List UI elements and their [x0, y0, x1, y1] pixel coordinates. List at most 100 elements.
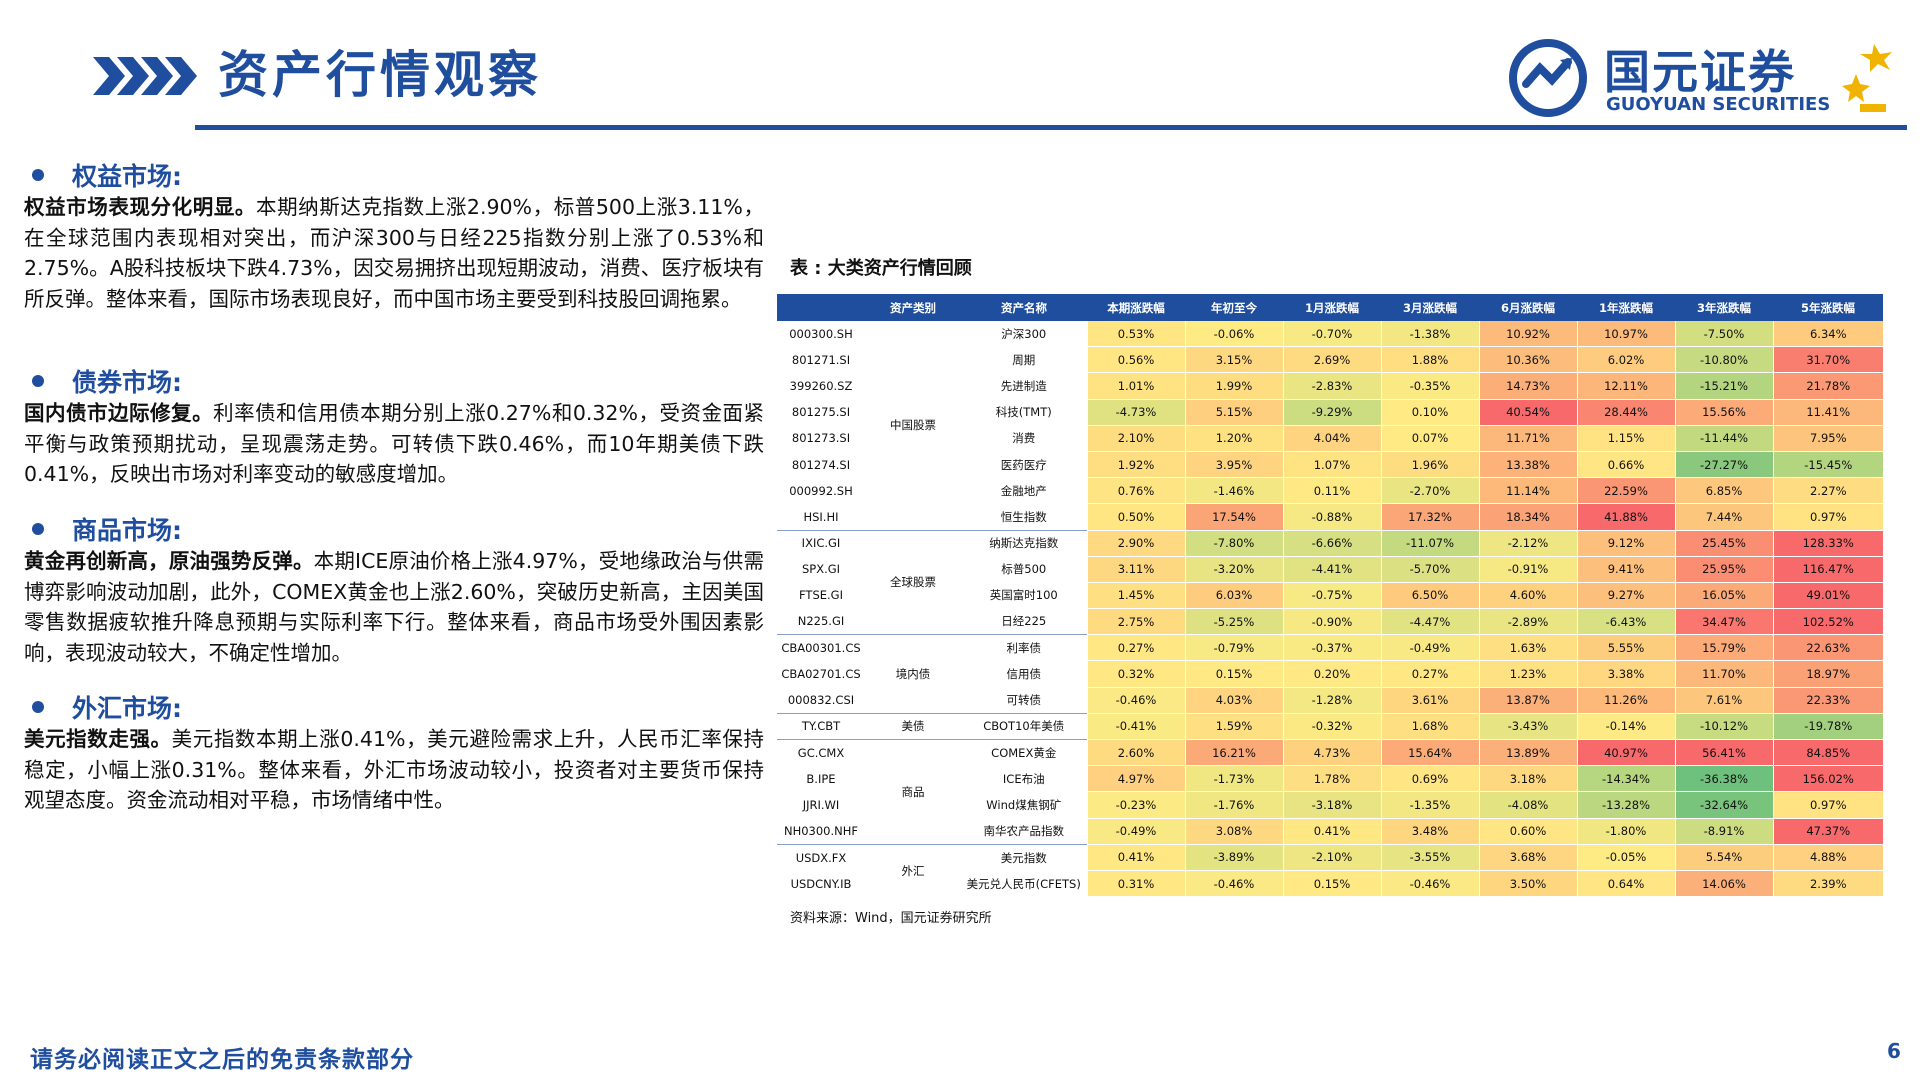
return-cell: 1.15%: [1576, 425, 1675, 452]
return-cell: 4.88%: [1772, 843, 1883, 871]
asset-category: 境内债: [865, 634, 961, 714]
asset-code: 399260.SZ: [789, 378, 853, 393]
return-cell: -1.76%: [1184, 791, 1283, 819]
return-cell: 2.75%: [1086, 608, 1185, 636]
return-cell: -10.12%: [1674, 712, 1773, 741]
page-number: 6: [1887, 1039, 1901, 1063]
return-cell: -15.21%: [1674, 372, 1773, 400]
return-cell: 2.90%: [1086, 529, 1185, 557]
return-cell: 0.27%: [1086, 634, 1185, 662]
section-text: 本期纳斯达克指数上涨2.90%，标普500上涨3.11%，在全球范围内表现相对突…: [24, 195, 765, 311]
return-cell: 1.78%: [1282, 765, 1381, 793]
return-cell: 6.50%: [1380, 582, 1479, 610]
column-header: [777, 294, 865, 321]
return-cell: 9.41%: [1576, 556, 1675, 583]
asset-code: TY.CBT: [777, 712, 865, 740]
asset-name: COMEX黄金: [961, 738, 1087, 766]
return-cell: 15.79%: [1674, 634, 1773, 662]
return-cell: 0.11%: [1282, 477, 1381, 505]
return-cell: 0.69%: [1380, 765, 1479, 793]
table-row: GC.CMX 商品 COMEX黄金 2.60% 16.21% 4.73% 15.64% 13.…: [777, 738, 1883, 845]
asset-name: 利率债: [961, 634, 1087, 661]
return-cell: -0.32%: [1282, 712, 1381, 741]
return-cell: 0.56%: [1086, 346, 1185, 374]
return-cell: 11.70%: [1674, 660, 1773, 688]
return-cell: 0.10%: [1380, 399, 1479, 426]
return-cell: -0.75%: [1282, 582, 1381, 610]
return-cell: 5.15%: [1184, 399, 1283, 426]
return-cell: 6.85%: [1674, 477, 1773, 505]
return-cell: -14.34%: [1576, 765, 1675, 793]
return-cell: 1.07%: [1282, 451, 1381, 479]
asset-category: 外汇: [865, 843, 961, 897]
table-row: CBA00301.CS 境内债 利率债 0.27% -0.79% -0.37% -0.49%…: [777, 634, 1883, 714]
return-cell: 7.61%: [1674, 687, 1773, 714]
asset-category: 全球股票: [865, 529, 961, 635]
return-cell: 1.68%: [1380, 712, 1479, 741]
return-cell: -0.49%: [1380, 634, 1479, 662]
section-body: 黄金再创新高，原油强势反弹。本期ICE原油价格上涨4.97%，受地缘政治与供需博…: [24, 546, 764, 668]
return-cell: 7.44%: [1674, 503, 1773, 531]
section-lead: 国内债市边际修复。: [24, 401, 214, 425]
return-cell: -9.29%: [1282, 399, 1381, 426]
return-cell: 84.85%: [1772, 738, 1883, 767]
return-cell: -1.46%: [1184, 477, 1283, 505]
return-cell: 22.63%: [1772, 634, 1883, 662]
return-cell: 1.01%: [1086, 372, 1185, 400]
return-cell: 21.78%: [1772, 372, 1883, 400]
asset-code: CBA00301.CS: [777, 634, 865, 661]
return-cell: -3.18%: [1282, 791, 1381, 819]
return-cell: -0.35%: [1380, 372, 1479, 400]
asset-name: 消费: [1012, 431, 1036, 446]
return-cell: 3.61%: [1380, 687, 1479, 714]
header-divider: [195, 125, 1907, 130]
return-cell: -3.55%: [1380, 843, 1479, 871]
return-cell: -0.37%: [1282, 634, 1381, 662]
return-cell: 7.95%: [1772, 425, 1883, 452]
asset-name: 可转债: [1006, 692, 1042, 707]
return-cell: 0.60%: [1478, 818, 1577, 845]
return-cell: 2.39%: [1772, 870, 1883, 898]
return-cell: 16.21%: [1184, 738, 1283, 767]
return-cell: 1.45%: [1086, 582, 1185, 610]
return-cell: -3.43%: [1478, 712, 1577, 741]
table-row: TY.CBT 美债 CBOT10年美债 -0.41% 1.59% -0.32% 1.68% -…: [777, 712, 1883, 741]
section-body: 权益市场表现分化明显。本期纳斯达克指数上涨2.90%，标普500上涨3.11%，…: [24, 192, 764, 314]
return-cell: -1.28%: [1282, 687, 1381, 714]
asset-name: Wind煤焦钢矿: [986, 797, 1062, 812]
return-cell: 2.60%: [1086, 738, 1185, 767]
return-cell: 0.31%: [1086, 870, 1185, 898]
asset-category: 美债: [865, 712, 961, 740]
column-header: 5年涨跌幅: [1773, 294, 1883, 321]
table-row: N225.GI 日经225 2.75% -5.25% -0.90% -4.47% -2.89…: [777, 608, 1883, 636]
return-cell: -13.28%: [1576, 791, 1675, 819]
return-cell: 6.03%: [1184, 582, 1283, 610]
return-cell: 1.20%: [1184, 425, 1283, 452]
return-cell: -1.73%: [1184, 765, 1283, 793]
company-logo: 国元证券 GUOYUAN SECURITIES: [1508, 38, 1900, 118]
asset-code: 801275.SI: [791, 405, 851, 420]
logo-emblem-icon: [1509, 39, 1587, 117]
logo-name-en: GUOYUAN SECURITIES: [1606, 94, 1831, 115]
column-header: 本期涨跌幅: [1087, 294, 1185, 321]
asset-code: HSI.HI: [803, 509, 839, 524]
asset-code: N225.GI: [797, 614, 845, 629]
page-title: 资产行情观察: [218, 46, 542, 104]
return-cell: 11.71%: [1478, 425, 1577, 452]
return-cell: 5.55%: [1576, 634, 1675, 662]
table-row: FTSE.GI 英国富时100 1.45% 6.03% -0.75% 6.50% 4.60%…: [777, 582, 1883, 610]
asset-name: 周期: [1012, 352, 1036, 367]
asset-code: 000300.SH: [789, 326, 853, 341]
asset-name: 日经225: [1001, 614, 1047, 629]
return-cell: 18.97%: [1772, 660, 1883, 688]
table-row: HSI.HI 恒生指数 0.50% 17.54% -0.88% 17.32% 18.34% 4…: [777, 503, 1883, 531]
return-cell: 6.02%: [1576, 346, 1675, 374]
return-cell: 22.59%: [1576, 477, 1675, 505]
return-cell: 0.97%: [1772, 503, 1883, 531]
return-cell: 1.99%: [1184, 372, 1283, 400]
section-title: 外汇市场:: [72, 694, 182, 723]
return-cell: 10.97%: [1576, 321, 1675, 348]
asset-name: 先进制造: [1000, 378, 1047, 393]
return-cell: 0.15%: [1282, 870, 1381, 898]
asset-name: 信用债: [1006, 667, 1042, 682]
